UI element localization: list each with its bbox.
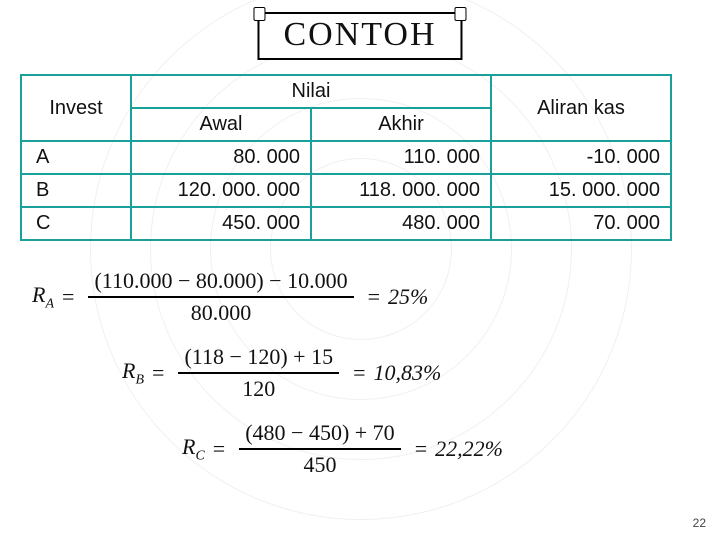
fraction: (480 − 450) + 70 450: [239, 420, 400, 478]
cell-label: B: [21, 174, 131, 207]
table-row: C 450. 000 480. 000 70. 000: [21, 207, 671, 240]
formula-result: 22,22%: [435, 436, 503, 462]
equals-sign: =: [368, 284, 380, 310]
fraction: (110.000 − 80.000) − 10.000 80.000: [88, 268, 353, 326]
cell-label: C: [21, 207, 131, 240]
fraction-denominator: 120: [236, 374, 281, 402]
scroll-cap-right-icon: [455, 7, 467, 21]
th-akhir: Akhir: [311, 108, 491, 141]
cell-akhir: 480. 000: [311, 207, 491, 240]
page-number: 22: [693, 516, 706, 530]
investment-table: Invest Nilai Aliran kas Awal Akhir A 80.…: [20, 74, 672, 241]
fraction: (118 − 120) + 15 120: [178, 344, 339, 402]
cell-aliran: -10. 000: [491, 141, 671, 174]
formulas-block: RA = (110.000 − 80.000) − 10.000 80.000 …: [32, 268, 592, 496]
cell-aliran: 70. 000: [491, 207, 671, 240]
cell-awal: 80. 000: [131, 141, 311, 174]
table-row: B 120. 000. 000 118. 000. 000 15. 000. 0…: [21, 174, 671, 207]
fraction-numerator: (480 − 450) + 70: [239, 420, 400, 450]
fraction-numerator: (110.000 − 80.000) − 10.000: [88, 268, 353, 298]
fraction-denominator: 80.000: [185, 298, 258, 326]
cell-akhir: 118. 000. 000: [311, 174, 491, 207]
cell-awal: 120. 000. 000: [131, 174, 311, 207]
slide-title: CONTOH: [283, 16, 436, 53]
th-awal: Awal: [131, 108, 311, 141]
fraction-denominator: 450: [297, 450, 342, 478]
scroll-cap-left-icon: [253, 7, 265, 21]
formula-lhs: RB: [122, 358, 144, 388]
equals-sign: =: [213, 436, 225, 462]
formula-A: RA = (110.000 − 80.000) − 10.000 80.000 …: [32, 268, 592, 326]
formula-C: RC = (480 − 450) + 70 450 = 22,22%: [182, 420, 592, 478]
equals-sign: =: [62, 284, 74, 310]
equals-sign: =: [415, 436, 427, 462]
cell-aliran: 15. 000. 000: [491, 174, 671, 207]
cell-label: A: [21, 141, 131, 174]
equals-sign: =: [152, 360, 164, 386]
formula-lhs: RC: [182, 434, 205, 464]
table-row: A 80. 000 110. 000 -10. 000: [21, 141, 671, 174]
cell-awal: 450. 000: [131, 207, 311, 240]
slide: CONTOH Invest Nilai Aliran kas Awal Akhi…: [0, 0, 720, 540]
formula-result: 10,83%: [374, 360, 442, 386]
equals-sign: =: [353, 360, 365, 386]
th-nilai: Nilai: [131, 75, 491, 108]
th-aliran: Aliran kas: [491, 75, 671, 141]
th-invest: Invest: [21, 75, 131, 141]
fraction-numerator: (118 − 120) + 15: [178, 344, 339, 374]
formula-B: RB = (118 − 120) + 15 120 = 10,83%: [122, 344, 592, 402]
formula-lhs: RA: [32, 282, 54, 312]
title-scroll-box: CONTOH: [257, 12, 462, 60]
cell-akhir: 110. 000: [311, 141, 491, 174]
formula-result: 25%: [388, 284, 428, 310]
